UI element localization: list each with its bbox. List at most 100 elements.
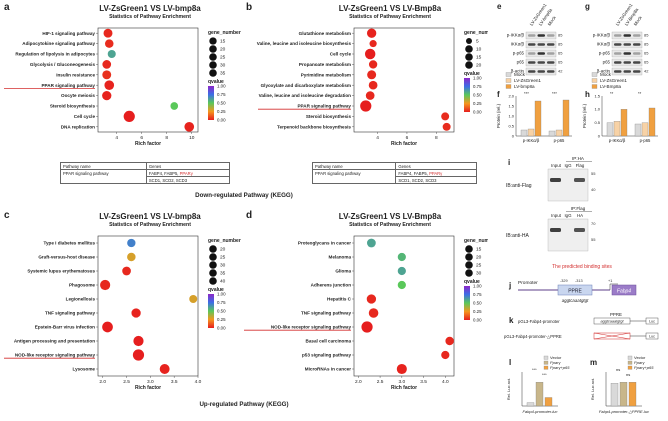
legend-label: Mock	[514, 72, 526, 77]
data-point	[368, 308, 379, 318]
size-legend-dot	[209, 53, 217, 61]
x-tick-label: 2.5	[123, 379, 130, 385]
data-point	[122, 266, 131, 276]
y-tick-label: Type I diabetes mellitus	[44, 241, 96, 246]
y-tick-label: 1.0	[508, 113, 514, 118]
color-legend-label: 0.00	[473, 318, 482, 323]
y-tick-label: Propanoate metabolism	[299, 62, 351, 67]
y-tick-label: Antigen processing and presentation	[14, 339, 95, 344]
size-legend-label: 5	[476, 39, 479, 45]
size-legend-dot	[209, 269, 217, 277]
y-tick-label: Proteoglycans in cancer	[298, 241, 351, 246]
legend-swatch	[543, 365, 549, 370]
data-point	[368, 80, 378, 90]
blot-band	[537, 70, 545, 73]
blot-band	[633, 70, 641, 73]
construct-sequence: aggtcaaatgtgt	[600, 320, 624, 324]
color-legend-title: qvalue	[464, 71, 480, 77]
panel-j-promoter-diagram: The predicted binding sites Promoter -329 -…	[518, 264, 637, 303]
x-tick-label: p-IKKα/β	[523, 138, 540, 143]
legend-label: Pparγ+p65	[550, 365, 570, 370]
x-tick-label: 6	[406, 135, 409, 141]
y-tick-label: Basal cell carcinoma	[306, 339, 352, 344]
x-tick-label: 8	[165, 135, 168, 141]
bar	[535, 382, 544, 407]
y-tick-label: Phagosome	[69, 283, 95, 288]
binding-sequence: aggtcaaatgtgt	[562, 298, 589, 303]
color-legend-label: 0.25	[473, 309, 482, 314]
plot-frame	[97, 235, 199, 377]
deletion-cross	[593, 332, 631, 340]
gene-label: Fabp4	[617, 288, 631, 294]
data-point	[397, 266, 406, 276]
y-tick-label: Glioma	[335, 269, 351, 274]
y-tick-label: 2.0	[508, 93, 514, 98]
color-legend-label: 0.75	[473, 84, 482, 89]
bar	[628, 382, 637, 407]
blot-band	[550, 178, 561, 182]
y-tick-label: Steroid biosynthesis	[306, 114, 352, 119]
position-label: -313	[575, 279, 583, 283]
blot-band	[528, 52, 536, 55]
panel-b-subtitle: Statistics of Pathway Enrichment	[349, 14, 431, 20]
size-legend-label: 20	[476, 63, 482, 69]
section-label-up: Up-regulated Pathway (KEGG)	[199, 401, 289, 408]
legend-label: LV-ZsGreen1	[600, 78, 627, 83]
x-tick-label: 4.0	[442, 379, 449, 385]
lane-label: Flag	[576, 163, 585, 168]
size-legend-dot	[465, 61, 473, 69]
table-header-pathway: Pathway name	[60, 162, 147, 170]
bar	[548, 130, 556, 137]
y-tick-label: Melanoma	[329, 255, 352, 260]
kda-label: 55	[591, 171, 596, 176]
size-legend-title: gene_number	[208, 30, 241, 36]
predicted-sites-title: The predicted binding sites	[552, 264, 612, 270]
position-label: +1	[608, 279, 612, 283]
size-legend-label: 30	[220, 263, 226, 269]
lane-label: Mock	[633, 14, 644, 26]
data-point	[102, 90, 112, 101]
x-tick-label: p-IKKα/β	[609, 138, 626, 143]
y-tick-label: Lysosome	[72, 367, 95, 372]
size-legend-dot	[465, 45, 473, 53]
bar	[606, 122, 614, 137]
y-tick-label: Glutathione metabolism	[299, 31, 351, 36]
legend-label: LV-bmp8a	[514, 84, 535, 89]
y-tick-label: Systemic lupus erythematosus	[27, 269, 95, 274]
legend-label: Mock	[600, 72, 612, 77]
data-point	[100, 279, 111, 291]
kda-label: 55	[591, 237, 596, 242]
blot-band	[537, 61, 545, 64]
size-legend-label: 35	[220, 271, 226, 277]
x-tick-label: 6	[140, 135, 143, 141]
size-legend-title: gene_number	[208, 238, 241, 244]
y-tick-label: Pyrimidine metabolism	[301, 72, 351, 77]
data-point	[107, 49, 116, 59]
panel-label-h: h	[585, 90, 590, 99]
data-point	[123, 110, 135, 122]
data-point	[360, 100, 372, 112]
y-tick-label: NOD-like receptor signaling pathway	[15, 353, 96, 358]
y-tick-label: Cell cycle	[330, 52, 352, 57]
plot-frame	[353, 27, 455, 133]
blot-band	[623, 34, 631, 37]
size-legend-dot	[209, 61, 217, 69]
panel-a-bubble-chart: HIF-1 signaling pathway Adipocytokine sig…	[4, 27, 241, 147]
blot-band	[537, 43, 545, 46]
size-legend-label: 20	[220, 47, 226, 53]
size-legend-dot	[465, 53, 473, 61]
size-legend-dot	[465, 269, 473, 277]
y-tick-label: Legionellosis	[66, 297, 96, 302]
color-legend-label: 1.00	[473, 284, 482, 289]
size-legend-label: 30	[476, 271, 482, 277]
significance-label: ***	[542, 372, 547, 377]
bar	[620, 109, 628, 137]
y-tick-label: NOD-like receptor signaling pathway	[271, 325, 352, 330]
color-legend-title: qvalue	[464, 279, 480, 285]
size-legend-dot	[465, 261, 473, 269]
construct-label: pGL3-Fabp4-promoter	[518, 319, 560, 324]
